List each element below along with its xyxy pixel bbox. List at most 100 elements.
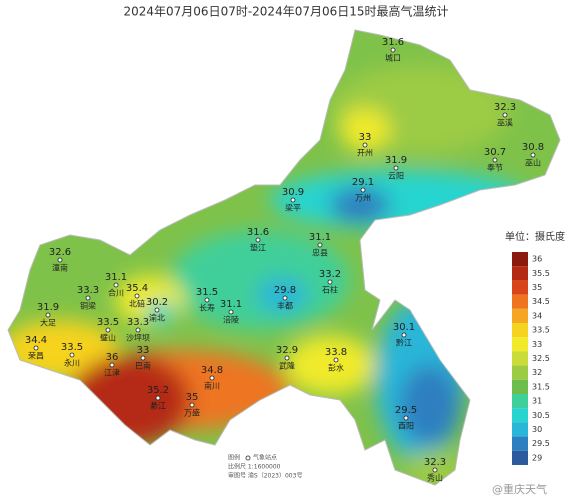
station-marker	[85, 295, 91, 301]
station-marker	[317, 242, 323, 248]
station-marker	[290, 197, 296, 203]
station-name: 奉节	[487, 163, 503, 173]
legend-label: 29.5	[532, 439, 550, 448]
legend-label: 图例	[228, 454, 240, 462]
station-value: 29.5	[395, 405, 417, 416]
boundary	[7, 29, 561, 486]
station-value: 35.4	[126, 283, 148, 294]
legend-swatch	[512, 408, 528, 423]
station-name: 潼南	[52, 263, 68, 273]
station-value: 33.3	[127, 317, 149, 328]
scale-note: 比例尺 1:1600000	[228, 463, 281, 471]
station-name: 黔江	[396, 338, 412, 348]
station-label: 气象站点	[253, 454, 277, 462]
station-name: 酉阳	[398, 422, 414, 431]
station-name: 开州	[357, 149, 373, 158]
title: 2024年07月06日07时-2024年07月06日15时最高气温统计	[123, 4, 448, 19]
legend-swatch	[512, 379, 528, 394]
station-name: 梁平	[285, 204, 301, 213]
legend-swatch	[512, 422, 528, 437]
legend-swatch	[512, 450, 528, 465]
station-name: 万州	[355, 194, 371, 203]
station-value: 30.2	[146, 297, 168, 308]
station-value: 33.3	[77, 285, 99, 296]
station-value: 31.9	[385, 155, 407, 166]
station-marker	[45, 312, 51, 318]
station-name: 铜梁	[80, 301, 96, 311]
station-name: 江津	[104, 368, 120, 378]
station-marker	[69, 352, 75, 358]
station-marker	[432, 467, 438, 473]
station-marker	[228, 309, 234, 315]
legend-label: 32	[532, 368, 542, 377]
station-marker	[57, 257, 63, 263]
station-name: 渝北	[149, 313, 165, 323]
station-value: 33.8	[325, 347, 347, 358]
station-value: 30.1	[393, 322, 415, 333]
station-name: 垫江	[250, 243, 266, 253]
station-value: 31.9	[37, 302, 59, 313]
legend-label: 34	[532, 311, 542, 320]
station-value: 35	[186, 392, 199, 403]
station-value: 34.4	[25, 335, 47, 346]
station-value: 30.8	[522, 142, 544, 153]
station-value: 31.1	[105, 272, 127, 283]
legend-swatch	[512, 252, 528, 267]
legend-swatch	[512, 323, 528, 338]
station-marker	[362, 142, 368, 148]
station-value: 31.6	[382, 37, 404, 48]
station-marker	[135, 327, 141, 333]
station-name: 武隆	[279, 361, 295, 371]
legend-label: 34.5	[532, 297, 550, 306]
station-marker	[154, 307, 160, 313]
station-marker	[502, 112, 508, 118]
station-name: 云阳	[388, 172, 404, 181]
station-name: 永川	[64, 358, 80, 368]
legend-swatch	[512, 365, 528, 380]
station-marker	[204, 297, 210, 303]
legend-label: 32.5	[532, 354, 550, 363]
station-value: 33.5	[61, 342, 83, 353]
legend-swatch	[512, 294, 528, 309]
station-value: 31.6	[247, 227, 269, 238]
station-marker	[140, 355, 146, 361]
station-value: 32.3	[494, 102, 516, 113]
station-value: 31.5	[196, 287, 218, 298]
station-marker	[492, 157, 498, 163]
legend-label: 33	[532, 340, 542, 349]
station-name: 荣昌	[28, 351, 44, 361]
legend-swatch	[512, 394, 528, 409]
station-value: 31.1	[309, 232, 331, 243]
station-marker	[401, 332, 407, 338]
station-marker	[113, 282, 119, 288]
legend-swatch	[512, 308, 528, 323]
station-value: 29.1	[352, 177, 374, 188]
station-name: 丰都	[277, 301, 293, 311]
station-symbol	[245, 455, 251, 461]
station-name: 万盛	[184, 408, 200, 418]
station-name: 綦江	[150, 401, 166, 411]
station-value: 31.1	[220, 299, 242, 310]
station-name: 忠县	[312, 249, 328, 258]
legend-label: 31.5	[532, 382, 550, 391]
legend-swatch	[512, 436, 528, 451]
station-marker	[403, 415, 409, 421]
station-name: 沙坪坝	[126, 334, 150, 343]
station-marker	[393, 165, 399, 171]
station-value: 33	[137, 345, 150, 356]
station-marker	[189, 402, 195, 408]
station-name: 南川	[204, 381, 220, 391]
station-marker	[109, 362, 115, 368]
station-marker	[360, 187, 366, 193]
station-marker	[333, 357, 339, 363]
legend-label: 33.5	[532, 326, 550, 335]
station-marker	[105, 327, 111, 333]
legend-label: 29	[532, 453, 542, 462]
legend-label: 30	[532, 425, 542, 434]
station-name: 城口	[385, 54, 401, 63]
legend-label: 36	[532, 255, 542, 264]
station-value: 33.5	[97, 317, 119, 328]
legend-label: 31	[532, 397, 542, 406]
station-marker	[134, 293, 140, 299]
